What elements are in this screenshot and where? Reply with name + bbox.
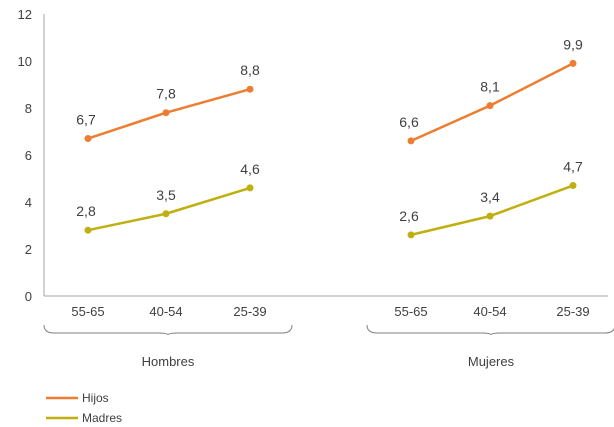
x-tick-label: 55-65 xyxy=(71,304,104,319)
data-point xyxy=(84,135,92,143)
y-tick-labels: 0 2 4 6 8 10 12 xyxy=(18,7,32,304)
x-tick-label: 25-39 xyxy=(233,304,266,319)
y-tick-label: 0 xyxy=(25,289,32,304)
data-label: 3,5 xyxy=(156,187,176,203)
y-tick-label: 4 xyxy=(25,195,32,210)
group-braces: Hombres Mujeres xyxy=(43,324,614,369)
data-label: 4,7 xyxy=(563,159,583,175)
legend-label: Hijos xyxy=(82,391,109,405)
legend: Hijos Madres xyxy=(46,391,122,425)
series-line xyxy=(410,62,574,143)
y-tick-label: 10 xyxy=(18,54,32,69)
group-label: Mujeres xyxy=(468,354,515,369)
legend-label: Madres xyxy=(82,411,122,425)
x-tick-label: 40-54 xyxy=(149,304,182,319)
group-brace xyxy=(366,324,614,336)
data-label: 8,1 xyxy=(480,79,500,95)
data-point xyxy=(407,137,415,145)
data-label: 3,4 xyxy=(480,189,500,205)
data-point xyxy=(246,85,254,93)
data-label: 4,6 xyxy=(240,161,260,177)
x-tick-labels: 55-65 40-54 25-39 55-65 40-54 25-39 xyxy=(71,304,589,319)
data-label: 6,7 xyxy=(76,112,96,128)
data-point xyxy=(486,102,494,110)
group-label: Hombres xyxy=(142,354,195,369)
group-brace xyxy=(43,324,293,336)
x-tick-label: 55-65 xyxy=(394,304,427,319)
data-label: 7,8 xyxy=(156,86,176,102)
data-point xyxy=(569,59,577,67)
data-label: 9,9 xyxy=(563,36,583,52)
axes xyxy=(43,14,608,297)
y-tick-label: 6 xyxy=(25,148,32,163)
y-tick-label: 2 xyxy=(25,242,32,257)
data-label: 2,8 xyxy=(76,203,96,219)
data-point xyxy=(162,210,170,218)
data-point xyxy=(407,231,415,239)
x-tick-label: 25-39 xyxy=(556,304,589,319)
data-point xyxy=(84,226,92,234)
data-point xyxy=(246,184,254,192)
series-lines: 6,7 7,8 8,8 6,6 8,1 9,9 2,8 3,5 4,6 2,6 3,4 4,7 xyxy=(76,36,583,239)
data-point xyxy=(569,182,577,190)
data-label: 6,6 xyxy=(399,114,419,130)
data-label: 8,8 xyxy=(240,62,260,78)
data-point xyxy=(162,109,170,117)
data-label: 2,6 xyxy=(399,208,419,224)
y-tick-label: 12 xyxy=(18,7,32,22)
x-tick-label: 40-54 xyxy=(473,304,506,319)
y-tick-label: 8 xyxy=(25,101,32,116)
data-point xyxy=(486,212,494,220)
